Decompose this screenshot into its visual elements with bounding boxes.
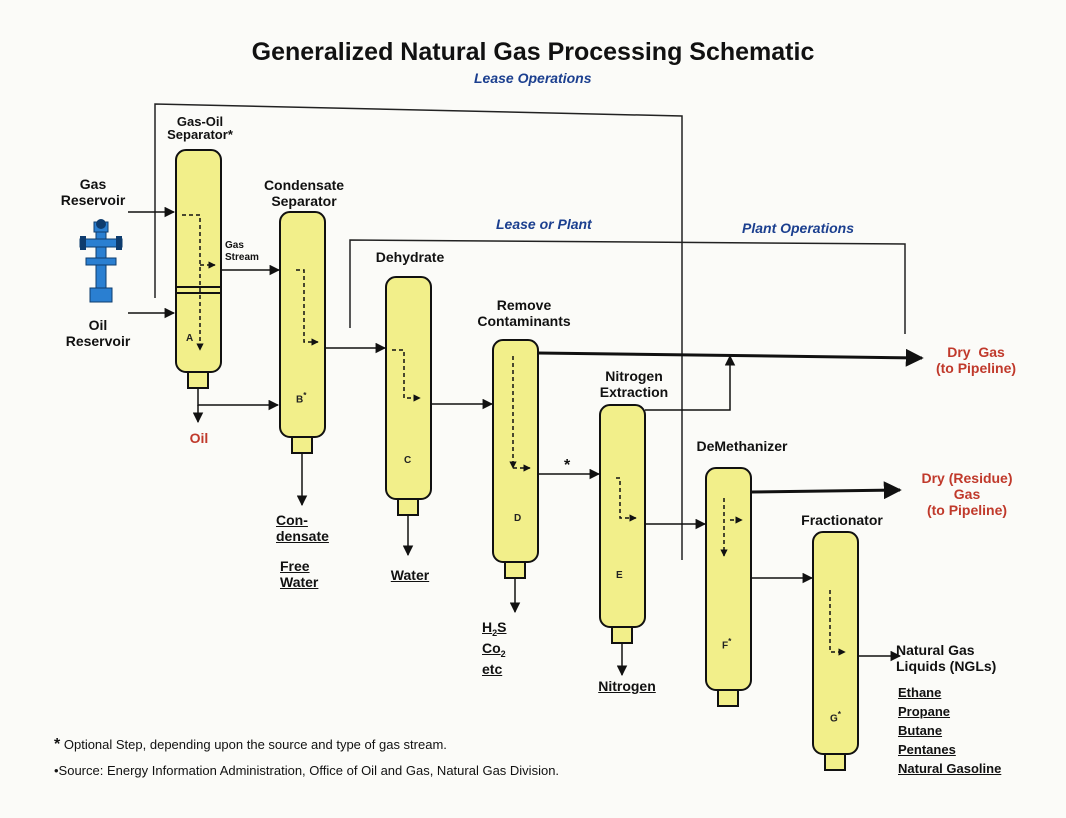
condensate-output-label: Con- densate — [276, 512, 344, 544]
nitrogen-to-dry-gas-line — [645, 354, 736, 411]
remove-contaminants-label: Remove Contaminants — [466, 297, 582, 329]
lease-or-plant-label: Lease or Plant — [496, 216, 592, 232]
condensate-output-line-2: densate — [276, 528, 329, 544]
residue-gas-pipeline-line — [750, 481, 902, 500]
ngl-title-line-1: Natural Gas — [896, 642, 975, 658]
vessel-letter-g-star: * — [837, 709, 842, 719]
dry-gas-line-2: (to Pipeline) — [935, 360, 1017, 376]
footnote-star: * — [54, 736, 61, 753]
residue-gas-line-2: Gas — [953, 486, 981, 502]
condensate-separator-line-2: Separator — [271, 193, 337, 209]
plant-operations-label: Plant Operations — [742, 220, 855, 236]
remove-contaminants-line-2: Contaminants — [477, 313, 571, 329]
vessel-letter-g-text: G — [830, 713, 838, 725]
condensate-output-line-1: Con- — [276, 512, 308, 528]
vessel-gas-oil-separator — [175, 149, 222, 389]
vessel-fractionator — [812, 531, 859, 771]
dehydrate-label: Dehydrate — [375, 249, 445, 265]
residue-gas-output-label: Dry (Residue) Gas (to Pipeline) — [908, 470, 1026, 518]
vessel-letter-e: E — [616, 570, 623, 581]
oil-reservoir-line-2: Reservoir — [65, 333, 131, 349]
nitrogen-extraction-line-2: Extraction — [599, 384, 669, 400]
gas-stream-line-2: Stream — [225, 252, 259, 263]
etc-label: etc — [482, 660, 503, 677]
lease-or-plant-bracket — [349, 239, 906, 334]
footnote-source: •Source: Energy Information Administrati… — [54, 763, 560, 778]
oil-output-label: Oil — [189, 430, 209, 446]
gas-oil-star: * — [227, 127, 233, 142]
vessel-condensate-separator — [279, 211, 326, 454]
gas-reservoir-label: Gas Reservoir — [58, 176, 128, 208]
vessel-letter-f-text: F — [722, 640, 729, 652]
vessel-letter-g: G* — [830, 709, 841, 724]
remove-contaminants-line-1: Remove — [496, 297, 552, 313]
vessel-remove-contaminants — [492, 339, 539, 579]
footnote-optional: * Optional Step, depending upon the sour… — [54, 736, 447, 754]
vessel-letter-f-star: * — [728, 636, 732, 646]
fractionator-label: Fractionator — [801, 512, 883, 528]
vessel-demethanizer — [705, 467, 752, 707]
vessel-letter-b-text: B — [296, 394, 304, 406]
h2s-sub: 2 — [492, 627, 498, 638]
vessel-letter-f: F* — [722, 636, 731, 651]
water-output-label: Water — [390, 567, 430, 583]
vessel-dehydrate — [385, 276, 432, 516]
vessel-letter-d: D — [514, 513, 522, 524]
ngl-title-line-2: Liquids (NGLs) — [896, 658, 997, 674]
residue-gas-line-3: (to Pipeline) — [926, 502, 1008, 518]
dry-gas-pipeline-line — [537, 348, 924, 367]
ngl-item-propane: Propane — [898, 704, 951, 719]
gas-stream-line-1: Gas — [225, 240, 244, 251]
oil-outlet-line — [192, 388, 280, 424]
nitrogen-output-label: Nitrogen — [598, 678, 656, 694]
vessel-letter-b: B* — [296, 390, 306, 405]
h2s-s: S — [497, 619, 507, 635]
vessel-letter-a: A — [186, 333, 194, 344]
oil-reservoir-label: Oil Reservoir — [58, 317, 138, 349]
vessel-nitrogen-extraction — [599, 404, 646, 644]
dry-gas-line-1: Dry Gas — [947, 344, 1005, 360]
free-water-output-label: Free Water — [280, 558, 340, 590]
wellhead-icon — [79, 219, 123, 303]
gas-oil-separator-label: Gas-Oil Separator* — [160, 115, 240, 141]
nitrogen-optional-star: * — [564, 457, 571, 474]
vessel-letter-c: C — [404, 455, 412, 466]
residue-gas-line-1: Dry (Residue) — [921, 470, 1013, 486]
oil-reservoir-line-1: Oil — [88, 317, 108, 333]
gas-oil-separator-line-2: Separator — [167, 127, 228, 142]
nitrogen-extraction-line-1: Nitrogen — [605, 368, 663, 384]
gas-reservoir-line-2: Reservoir — [60, 192, 126, 208]
ngl-item-ethane: Ethane — [898, 685, 942, 700]
nitrogen-extraction-label: Nitrogen Extraction — [590, 368, 678, 400]
ngl-item-natural-gasoline: Natural Gasoline — [898, 761, 1002, 776]
co2-co: Co — [482, 639, 501, 656]
contaminants-output-label: H2S Co2 etc — [482, 620, 532, 677]
page-title: Generalized Natural Gas Processing Schem… — [251, 38, 815, 66]
vessel-letter-b-star: * — [303, 390, 307, 400]
ngl-item-pentanes: Pentanes — [898, 742, 956, 757]
footnote-optional-text: Optional Step, depending upon the source… — [63, 737, 447, 752]
lease-operations-bracket — [154, 103, 683, 560]
condensate-separator-label: Condensate Separator — [258, 177, 350, 209]
dry-gas-output-label: Dry Gas (to Pipeline) — [926, 344, 1026, 376]
free-water-line-2: Water — [280, 574, 319, 590]
h2s-h: H — [482, 619, 493, 635]
free-water-line-1: Free — [280, 558, 310, 574]
gas-stream-label: Gas Stream — [225, 240, 259, 264]
ngl-title-label: Natural Gas Liquids (NGLs) — [896, 642, 1006, 674]
internal-flow-lines — [182, 214, 846, 656]
gas-oil-separator-line-1: Gas-Oil — [176, 114, 224, 129]
gas-reservoir-line-1: Gas — [79, 176, 107, 192]
ngl-items-list: Ethane Propane Butane Pentanes Natural G… — [898, 683, 1024, 778]
co2-sub: 2 — [500, 648, 506, 659]
lease-operations-label: Lease Operations — [474, 70, 592, 86]
condensate-separator-line-1: Condensate — [263, 177, 345, 193]
ngl-item-butane: Butane — [898, 723, 943, 738]
demethanizer-label: DeMethanizer — [696, 438, 788, 454]
